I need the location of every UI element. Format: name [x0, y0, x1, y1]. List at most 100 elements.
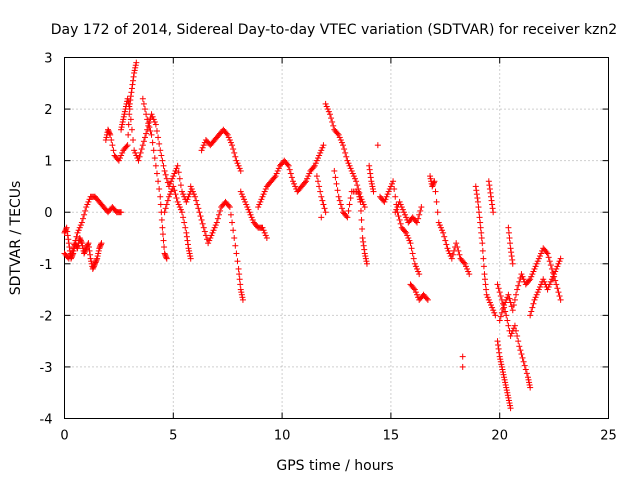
data-point [479, 240, 486, 247]
y-tick-label: 1 [44, 155, 52, 170]
data-point [369, 186, 376, 193]
data-point [496, 317, 503, 324]
data-point [526, 379, 533, 386]
data-point [74, 229, 81, 236]
data-point [528, 273, 535, 280]
data-point [246, 209, 253, 216]
data-point [177, 206, 184, 213]
data-point [354, 182, 361, 189]
data-point [461, 260, 468, 267]
data-point [160, 237, 167, 244]
data-point [245, 206, 252, 213]
data-point [510, 302, 517, 309]
data-point [110, 147, 117, 154]
data-point [359, 225, 366, 232]
data-point [232, 242, 239, 249]
data-point [312, 160, 319, 167]
data-point [403, 229, 410, 236]
data-point [130, 73, 137, 80]
data-point [487, 302, 494, 309]
y-tick-label: -4 [40, 413, 53, 428]
data-point [462, 263, 469, 270]
data-point [417, 207, 424, 214]
data-point [170, 183, 177, 190]
data-point [343, 213, 350, 220]
data-point [332, 174, 339, 181]
data-point [316, 183, 323, 190]
data-point [552, 277, 559, 284]
data-point [485, 296, 492, 303]
data-point [106, 129, 113, 136]
data-point [200, 142, 207, 149]
data-point [400, 209, 407, 216]
data-point [349, 170, 356, 177]
data-point [172, 167, 179, 174]
data-point [118, 124, 125, 131]
data-point [319, 197, 326, 204]
data-point [453, 240, 460, 247]
data-point [164, 197, 171, 204]
data-point [274, 167, 281, 174]
y-tick-label: 3 [44, 52, 52, 67]
data-point [148, 111, 155, 118]
data-point [157, 147, 164, 154]
data-point [446, 250, 453, 257]
data-point [340, 142, 347, 149]
data-point [503, 384, 510, 391]
data-point [393, 206, 400, 213]
data-point [526, 381, 533, 388]
data-point [168, 188, 175, 195]
data-point [554, 263, 561, 270]
data-point [511, 296, 518, 303]
data-point [65, 236, 72, 243]
data-point [482, 276, 489, 283]
data-point [82, 246, 89, 253]
data-point [557, 296, 564, 303]
data-point [515, 338, 522, 345]
data-point [555, 260, 562, 267]
data-point [479, 247, 486, 254]
data-point [531, 265, 538, 272]
data-point [485, 178, 492, 185]
data-point [318, 193, 325, 200]
data-point [143, 130, 150, 137]
data-point [176, 204, 183, 211]
data-point [226, 204, 233, 211]
data-point [157, 193, 164, 200]
data-point [237, 286, 244, 293]
data-point [536, 253, 543, 260]
data-point [496, 289, 503, 296]
data-point [286, 166, 293, 173]
data-point [411, 260, 418, 267]
data-point [503, 387, 510, 394]
data-point [429, 182, 436, 189]
data-point [98, 240, 105, 247]
data-point [337, 201, 344, 208]
data-point [506, 295, 513, 302]
data-point [127, 116, 134, 123]
data-point [556, 293, 563, 300]
data-point [63, 224, 70, 231]
data-point [343, 153, 350, 160]
data-point [262, 232, 269, 239]
data-point [152, 121, 159, 128]
data-point [183, 198, 190, 205]
data-point [210, 227, 217, 234]
data-point [514, 332, 521, 339]
data-point [132, 149, 139, 156]
data-point [321, 205, 328, 212]
data-point [78, 219, 85, 226]
data-point [498, 361, 505, 368]
data-point [497, 356, 504, 363]
data-point [342, 149, 349, 156]
data-point [198, 216, 205, 223]
data-point [476, 214, 483, 221]
data-point [140, 138, 147, 145]
data-point [511, 322, 518, 329]
data-point [502, 299, 509, 306]
data-point [263, 235, 270, 241]
data-point [532, 263, 539, 270]
data-point [390, 178, 397, 185]
data-point [516, 278, 523, 285]
data-point [408, 245, 415, 252]
